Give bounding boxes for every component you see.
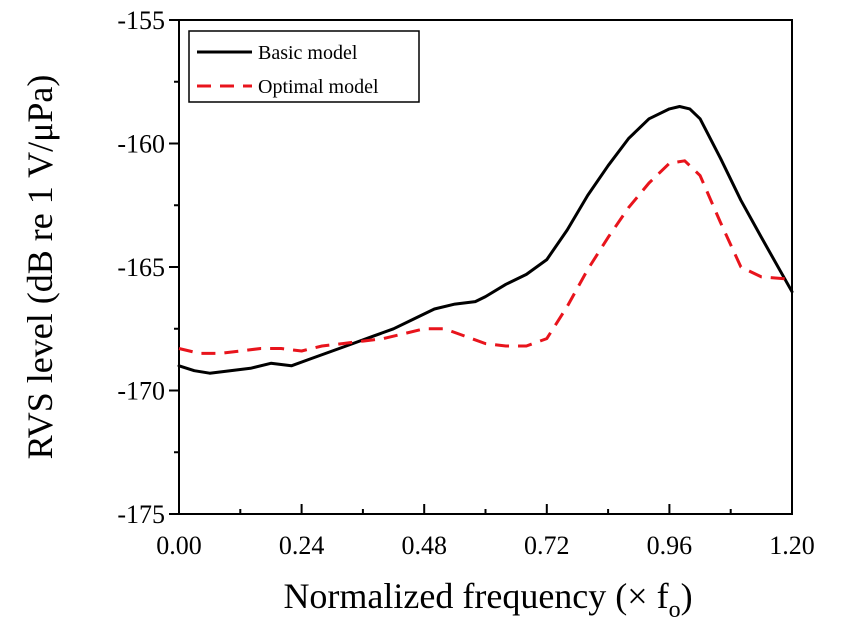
x-tick-label: 0.72 [524, 531, 570, 560]
x-tick-label: 1.20 [769, 531, 815, 560]
series-layer [177, 105, 794, 375]
x-tick-label: 0.48 [401, 531, 447, 560]
series-line-basic-model [177, 105, 794, 375]
legend-label-basic-model: Basic model [258, 42, 358, 64]
x-axis-label: Normalized frequency (× fo) [283, 576, 692, 623]
y-tick-label: -170 [117, 377, 165, 406]
y-tick-label: -165 [117, 253, 165, 282]
x-tick-label: 0.24 [279, 531, 325, 560]
legend-box [188, 30, 420, 103]
axis-ticks [169, 19, 793, 515]
legend: Basic model Optimal model [188, 30, 420, 103]
x-tick-label: 0.96 [647, 531, 693, 560]
y-axis-label: RVS level (dB re 1 V/μPa) [20, 75, 60, 460]
y-tick-label: -175 [117, 500, 165, 529]
series-line-optimal-model [178, 159, 793, 355]
x-axis-label-subscript: o [669, 597, 681, 623]
x-tick-labels: 0.00 0.24 0.48 0.72 0.96 1.20 [156, 531, 815, 560]
y-tick-label: -160 [117, 130, 165, 159]
y-tick-label: -155 [117, 6, 165, 35]
y-tick-labels: -175 -170 -165 -160 -155 [117, 6, 165, 529]
x-axis-label-main: Normalized frequency (× f [283, 576, 668, 616]
x-tick-label: 0.00 [156, 531, 202, 560]
legend-label-optimal-model: Optimal model [258, 76, 379, 98]
x-axis-label-close: ) [681, 576, 693, 616]
